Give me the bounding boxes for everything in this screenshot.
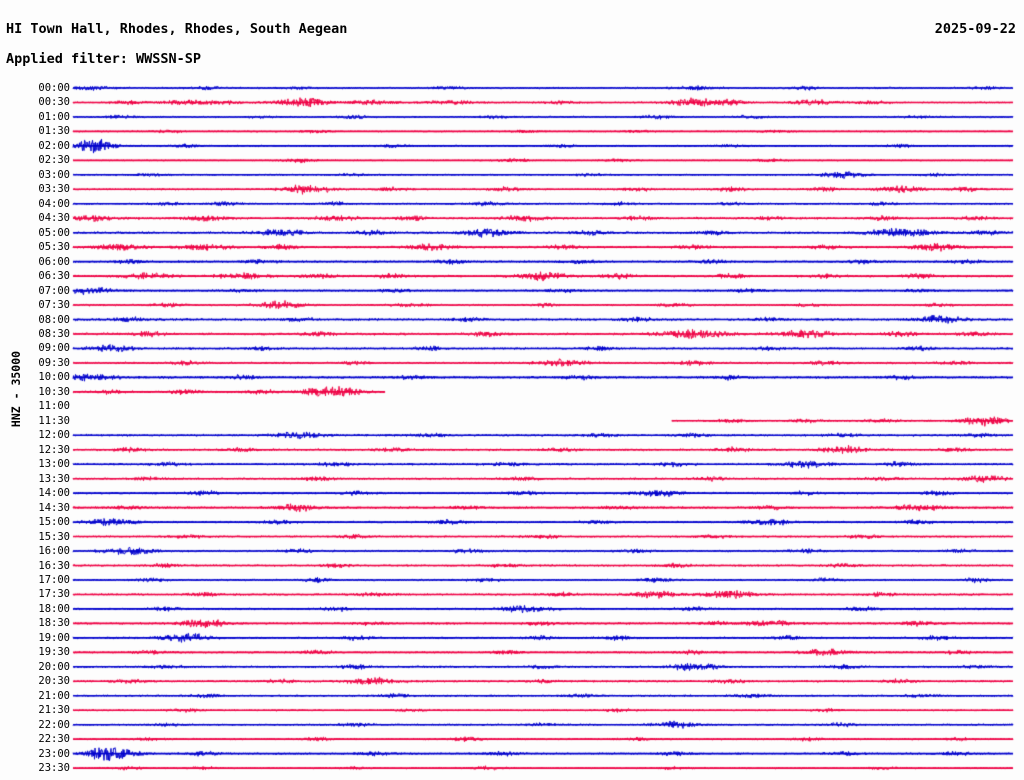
time-label: 12:30 — [38, 443, 70, 456]
seismogram-plot — [0, 78, 1024, 778]
time-label: 01:00 — [38, 110, 70, 123]
time-label: 08:30 — [38, 327, 70, 340]
page-title: HI Town Hall, Rhodes, Rhodes, South Aege… — [6, 21, 348, 37]
time-label: 13:00 — [38, 458, 70, 471]
time-label: 18:30 — [38, 617, 70, 630]
date-label: 2025-09-22 — [934, 21, 1016, 37]
time-label: 22:00 — [38, 718, 70, 731]
time-label: 06:30 — [38, 270, 70, 283]
time-label: 04:30 — [38, 212, 70, 225]
time-label: 09:00 — [38, 342, 70, 355]
time-label: 10:30 — [38, 385, 70, 398]
time-label: 04:00 — [38, 197, 70, 210]
time-label: 00:30 — [38, 96, 70, 109]
time-label: 02:00 — [38, 139, 70, 152]
time-label: 02:30 — [38, 154, 70, 167]
time-label: 05:30 — [38, 241, 70, 254]
time-label: 16:30 — [38, 559, 70, 572]
applied-filter-label: Applied filter: WWSSN-SP — [6, 51, 202, 67]
time-label: 18:00 — [38, 602, 70, 615]
time-label: 21:00 — [38, 689, 70, 702]
time-label: 15:00 — [38, 516, 70, 529]
time-label: 03:00 — [38, 168, 70, 181]
time-label: 17:00 — [38, 573, 70, 586]
time-label: 07:30 — [38, 299, 70, 312]
time-label: 19:00 — [38, 631, 70, 644]
time-label: 06:00 — [38, 255, 70, 268]
trace-canvas — [0, 78, 1024, 778]
time-label: 14:00 — [38, 487, 70, 500]
time-label: 07:00 — [38, 284, 70, 297]
time-label: 20:30 — [38, 675, 70, 688]
time-label: 23:30 — [38, 762, 70, 775]
time-label: 03:30 — [38, 183, 70, 196]
time-label: 20:00 — [38, 660, 70, 673]
time-label: 16:00 — [38, 545, 70, 558]
time-axis-labels: 00:00 00:30 01:00 01:30 02:00 02:30 03:00 03:30… — [18, 78, 70, 778]
time-label: 08:00 — [38, 313, 70, 326]
time-label: 13:30 — [38, 472, 70, 485]
time-label: 01:30 — [38, 125, 70, 138]
time-label: 15:30 — [38, 530, 70, 543]
time-label: 23:00 — [38, 747, 70, 760]
time-label: 19:30 — [38, 646, 70, 659]
time-label: 21:30 — [38, 704, 70, 717]
time-label: 00:00 — [38, 82, 70, 94]
time-label: 09:30 — [38, 356, 70, 369]
time-label: 05:00 — [38, 226, 70, 239]
time-label: 10:00 — [38, 371, 70, 384]
time-label: 11:00 — [38, 400, 70, 413]
time-label: 17:30 — [38, 588, 70, 601]
time-label: 11:30 — [38, 414, 70, 427]
time-label: 14:30 — [38, 501, 70, 514]
time-label: 22:30 — [38, 733, 70, 746]
time-label: 12:00 — [38, 429, 70, 442]
